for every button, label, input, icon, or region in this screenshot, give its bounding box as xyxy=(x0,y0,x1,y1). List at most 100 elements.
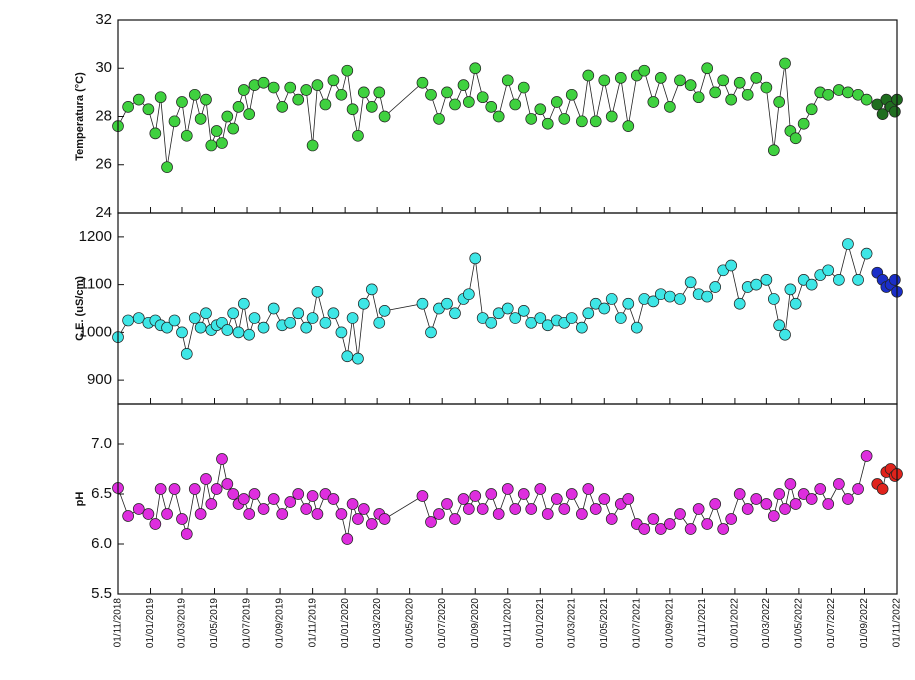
plot-frame xyxy=(117,19,898,214)
x-tick-label: 01/07/2022 xyxy=(826,598,837,648)
data-point xyxy=(692,91,705,104)
data-point xyxy=(200,473,212,485)
data-point xyxy=(365,100,378,113)
data-point xyxy=(509,503,522,515)
data-point xyxy=(248,488,261,500)
y-tick-label: 26 xyxy=(95,156,112,173)
data-point xyxy=(860,93,873,106)
data-point xyxy=(860,450,873,462)
data-point xyxy=(784,478,797,490)
data-point xyxy=(188,312,201,324)
data-point xyxy=(284,496,297,508)
data-point xyxy=(425,326,437,339)
data-point xyxy=(227,122,240,135)
data-point xyxy=(664,290,676,303)
data-point xyxy=(589,503,602,515)
data-point xyxy=(773,488,786,500)
data-point xyxy=(501,302,514,315)
data-point xyxy=(168,483,181,495)
data-point xyxy=(833,478,845,490)
data-point xyxy=(517,81,530,94)
data-point xyxy=(889,274,901,286)
data-point xyxy=(227,307,240,320)
data-point xyxy=(327,307,340,320)
data-point xyxy=(842,86,854,99)
data-point xyxy=(357,297,370,310)
data-point xyxy=(319,316,332,329)
data-point xyxy=(833,274,845,286)
data-point xyxy=(534,483,547,495)
plot-frame xyxy=(117,403,898,595)
data-point xyxy=(767,510,780,522)
data-point xyxy=(257,321,270,334)
data-point xyxy=(300,84,313,96)
x-tick-label: 01/11/2020 xyxy=(502,598,513,648)
data-point xyxy=(725,513,738,525)
x-tick-label: 01/09/2022 xyxy=(859,598,870,648)
data-point xyxy=(237,493,250,505)
data-point xyxy=(132,312,145,324)
data-point xyxy=(462,288,475,301)
data-point xyxy=(725,93,738,106)
data-point xyxy=(457,493,470,505)
data-point xyxy=(789,498,802,510)
data-point xyxy=(194,113,207,125)
data-point xyxy=(341,350,354,363)
data-point xyxy=(576,115,588,128)
x-tick-label: 01/09/2021 xyxy=(664,598,675,648)
data-point xyxy=(842,493,854,505)
x-tick-label: 01/01/2021 xyxy=(535,598,546,648)
data-point xyxy=(352,513,364,525)
data-point xyxy=(814,483,827,495)
data-point xyxy=(469,252,482,265)
data-point xyxy=(300,321,313,334)
data-point xyxy=(188,483,201,495)
data-point xyxy=(243,328,256,341)
data-point xyxy=(582,483,595,495)
data-point xyxy=(550,493,563,505)
data-point xyxy=(200,307,212,320)
data-point xyxy=(267,81,280,94)
data-point xyxy=(860,247,873,260)
y-tick-label: 5.5 xyxy=(91,585,112,602)
data-point xyxy=(598,493,611,505)
data-point xyxy=(462,503,475,515)
y-axis-label: pH xyxy=(74,492,86,507)
data-point xyxy=(205,139,218,152)
data-point xyxy=(168,115,181,128)
data-point xyxy=(733,297,746,310)
data-point xyxy=(416,76,429,89)
data-point xyxy=(292,488,305,500)
data-point xyxy=(200,93,212,106)
data-point xyxy=(149,518,162,530)
data-point xyxy=(168,314,181,327)
data-point xyxy=(605,513,618,525)
data-point xyxy=(352,129,364,142)
data-point xyxy=(767,144,780,157)
data-point xyxy=(122,100,134,113)
data-point xyxy=(701,290,714,303)
y-tick-label: 28 xyxy=(95,107,112,124)
data-point xyxy=(605,293,618,305)
data-point xyxy=(378,305,391,317)
data-point xyxy=(550,96,563,108)
x-tick-label: 01/01/2022 xyxy=(730,598,741,648)
data-point xyxy=(449,98,461,111)
y-axis-label: Temperatura (°C) xyxy=(74,72,86,161)
data-point xyxy=(760,81,773,94)
data-point xyxy=(352,352,364,365)
data-point xyxy=(605,110,618,123)
data-point xyxy=(292,307,305,320)
data-point xyxy=(154,483,167,495)
data-point xyxy=(433,113,445,125)
y-axis-label: C.E. (uS/cm) xyxy=(74,276,86,341)
data-point xyxy=(674,293,686,305)
x-tick-label: 01/05/2021 xyxy=(599,598,610,648)
data-point xyxy=(243,108,256,120)
data-point xyxy=(692,503,705,515)
x-tick-label: 01/03/2021 xyxy=(566,598,577,648)
data-point xyxy=(306,490,319,502)
x-tick-label: 01/05/2019 xyxy=(209,598,220,648)
data-point xyxy=(243,508,256,520)
series-line xyxy=(117,242,867,359)
